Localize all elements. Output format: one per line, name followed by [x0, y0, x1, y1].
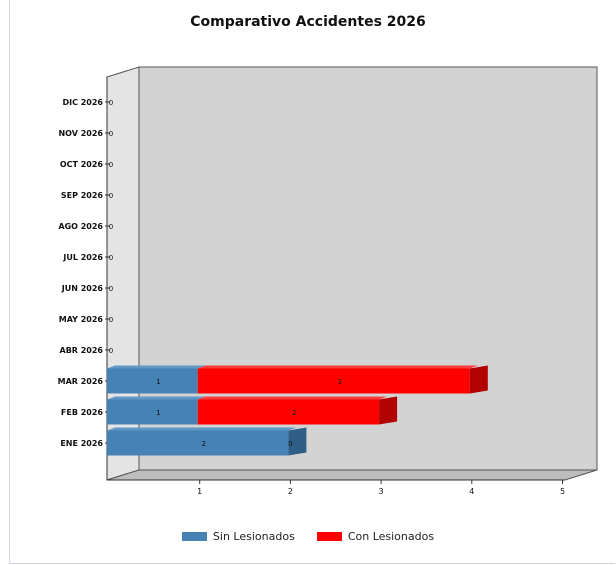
chart-title: Comparativo Accidentes 2026	[190, 14, 426, 30]
y-tick-label: JUN 2026	[61, 284, 104, 293]
x-tick-label: 3	[379, 487, 384, 496]
bar-top-face	[107, 427, 297, 431]
bar-value-label: 0	[109, 347, 113, 355]
bar-top-face	[107, 396, 206, 400]
bar-con-lesionados	[197, 368, 470, 394]
y-tick-label: OCT 2026	[60, 160, 104, 169]
bar-value-label: 0	[109, 130, 113, 138]
bar-sin-lesionados	[107, 399, 198, 425]
x-tick-label: 2	[288, 487, 293, 496]
chart-legend: Sin Lesionados Con Lesionados	[0, 530, 616, 543]
y-tick-label: AGO 2026	[58, 222, 103, 231]
x-tick-label: 5	[560, 487, 565, 496]
x-tick-label: 1	[197, 487, 202, 496]
bar-side-face	[469, 365, 488, 394]
bar-side-face	[379, 396, 398, 425]
bar-value-label: 1	[156, 378, 160, 386]
y-tick-label: DIC 2026	[62, 98, 103, 107]
bar-value-label: 0	[109, 254, 113, 262]
legend-item-con-lesionados[interactable]: Con Lesionados	[316, 530, 435, 543]
bar-value-label: 1	[156, 409, 160, 417]
bar-value-label: 0	[109, 99, 113, 107]
y-tick-label: MAR 2026	[58, 377, 104, 386]
bar-top-face	[197, 365, 478, 369]
y-tick-label: MAY 2026	[59, 315, 104, 324]
y-tick-label: FEB 2026	[61, 408, 104, 417]
legend-swatch-sin-lesionados	[181, 532, 207, 541]
bar-value-label: 2	[292, 409, 296, 417]
bar-top-face	[107, 365, 206, 369]
y-tick-label: JUL 2026	[62, 253, 103, 262]
bar-con-lesionados	[197, 399, 380, 425]
bar-value-label: 0	[288, 440, 292, 448]
y-tick-label: SEP 2026	[61, 191, 104, 200]
bar-top-face	[197, 396, 388, 400]
bar-value-label: 0	[109, 316, 113, 324]
floor	[106, 469, 598, 481]
bar-value-label: 0	[109, 285, 113, 293]
x-tick-label: 4	[469, 487, 474, 496]
legend-swatch-con-lesionados	[316, 532, 342, 541]
bar-value-label: 2	[201, 440, 205, 448]
y-tick-label: ENE 2026	[60, 439, 103, 448]
bar-value-label: 0	[109, 161, 113, 169]
bar-side-face	[288, 427, 307, 456]
y-tick-label: ABR 2026	[60, 346, 104, 355]
bar-sin-lesionados	[107, 368, 198, 394]
legend-item-sin-lesionados[interactable]: Sin Lesionados	[181, 530, 295, 543]
bar-value-label: 3	[338, 378, 342, 386]
bar-value-label: 0	[109, 192, 113, 200]
chart-frame	[9, 0, 615, 564]
bar-value-label: 0	[109, 223, 113, 231]
bar-sin-lesionados	[107, 430, 289, 456]
y-tick-label: NOV 2026	[58, 129, 103, 138]
legend-label-con-lesionados: Con Lesionados	[347, 530, 435, 543]
legend-label-sin-lesionados: Sin Lesionados	[212, 530, 295, 543]
